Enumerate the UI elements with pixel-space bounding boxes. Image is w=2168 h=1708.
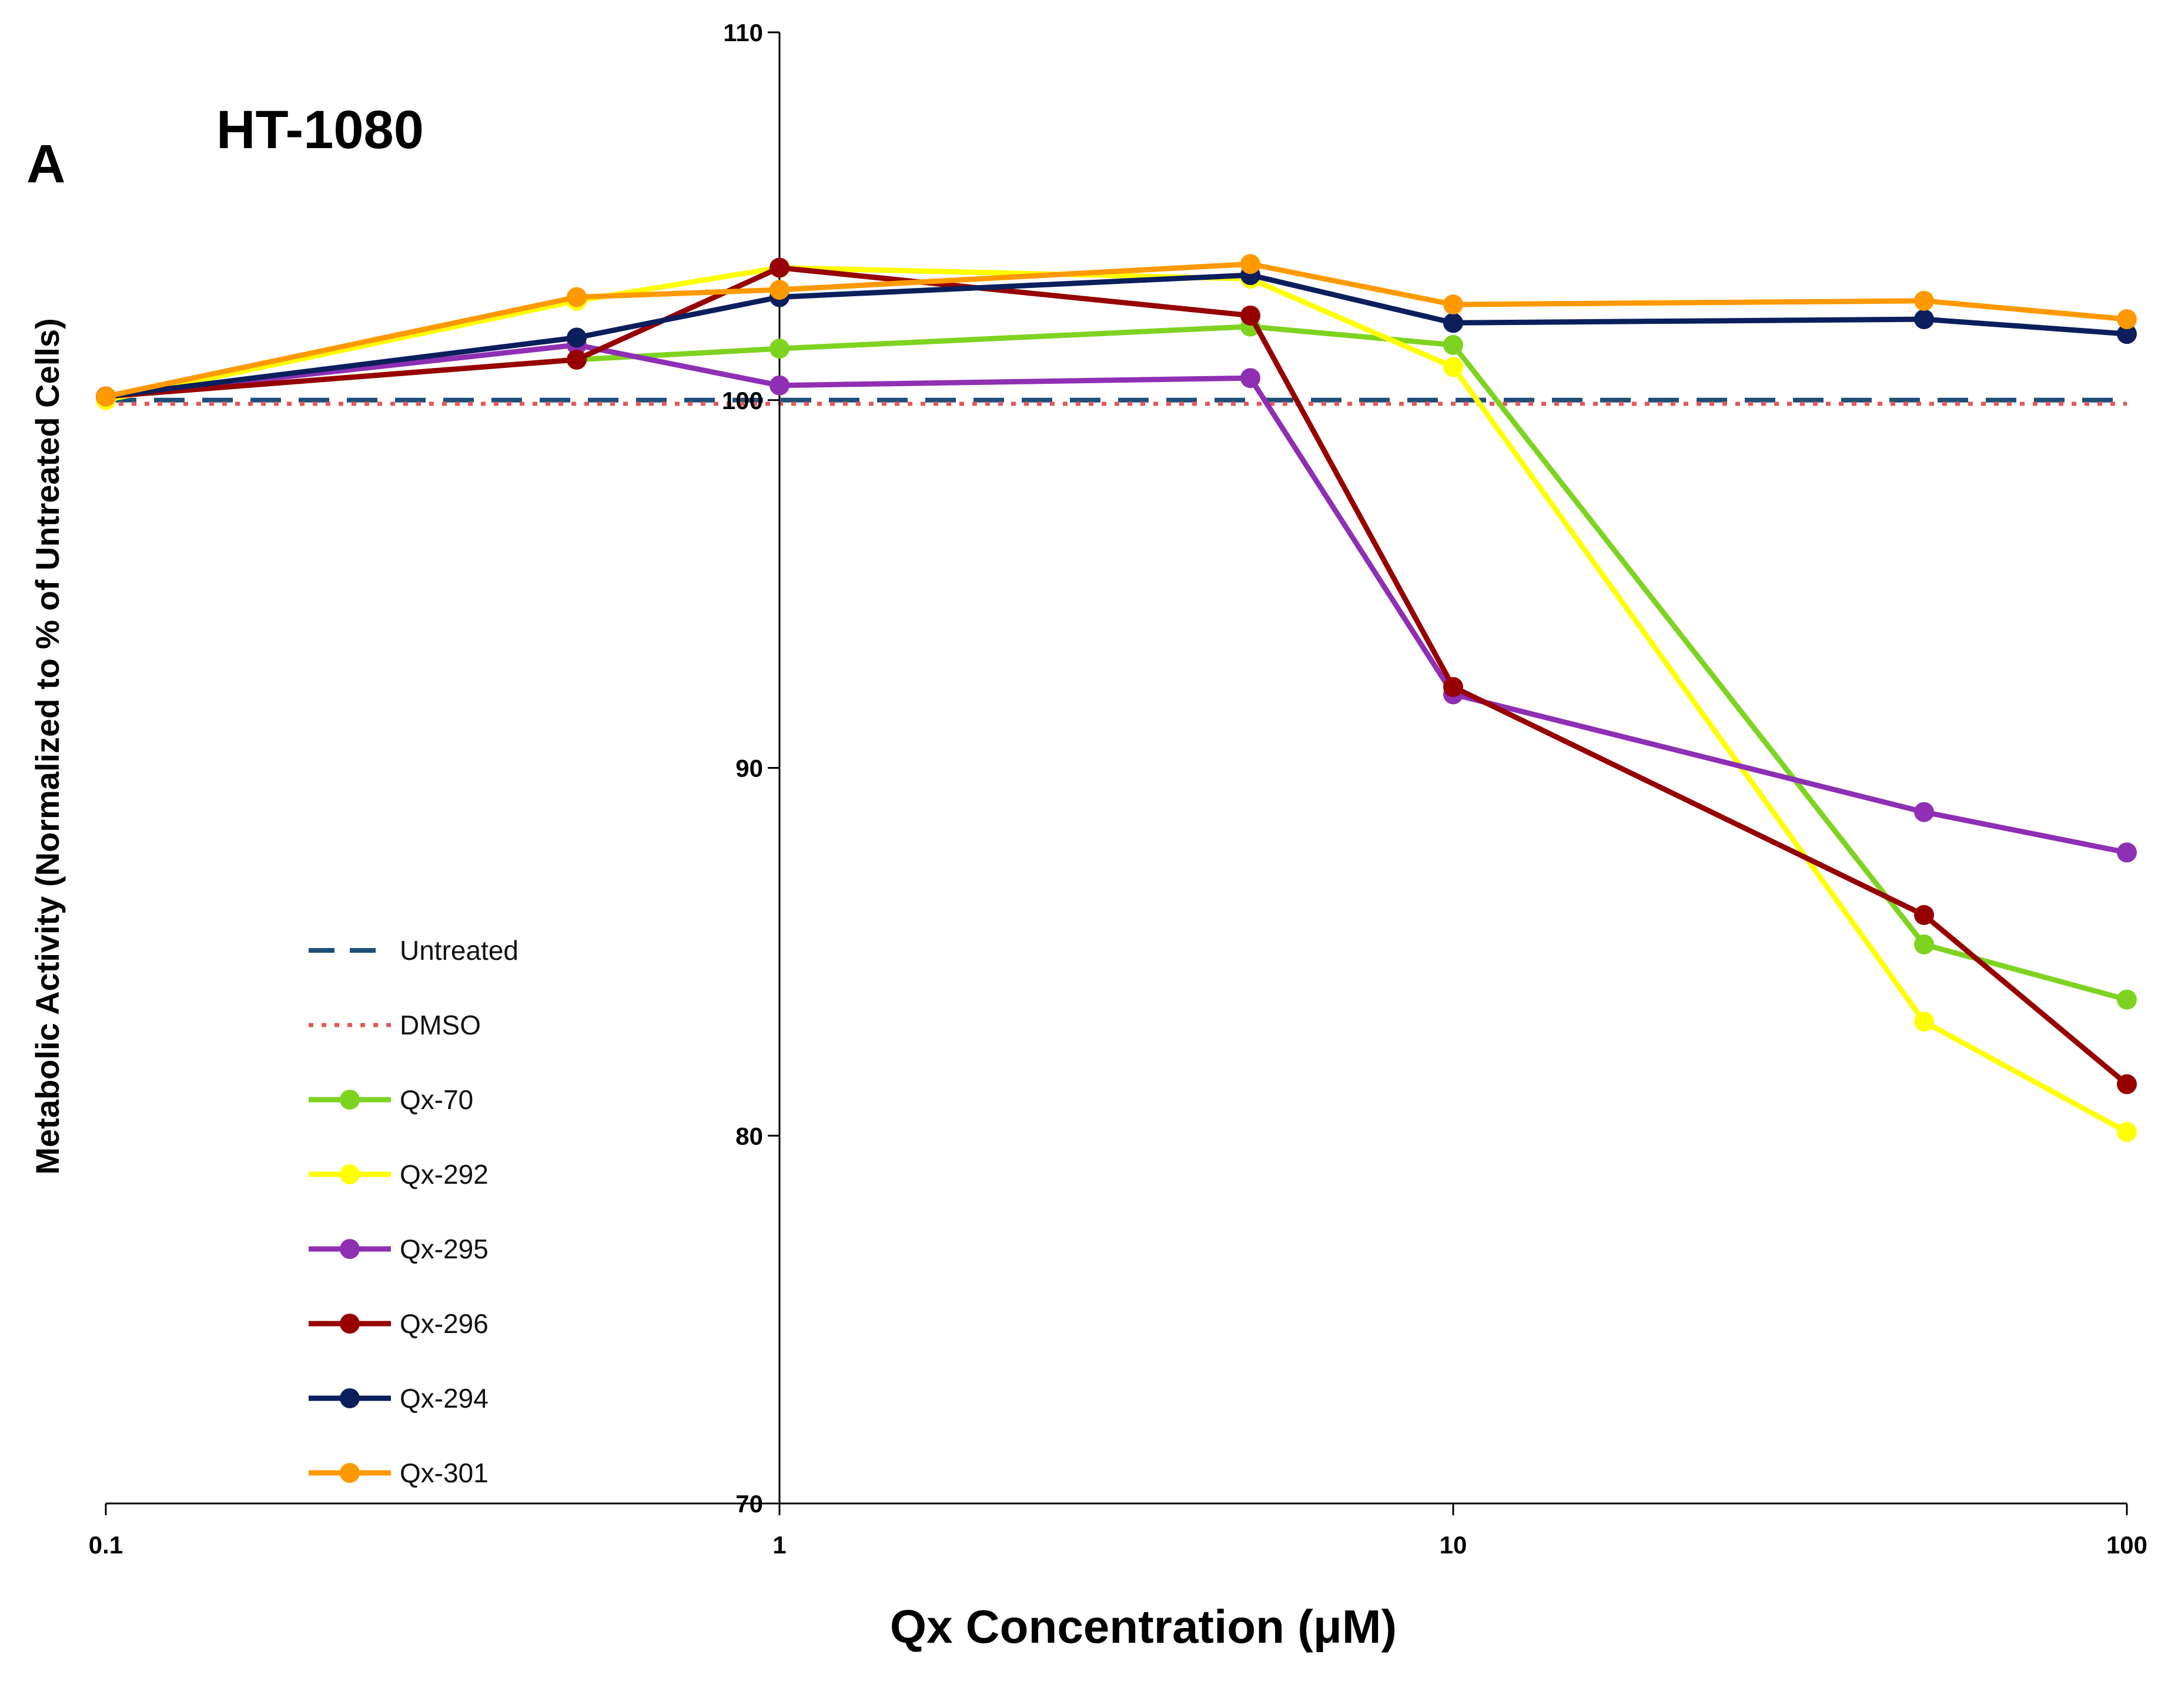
series-layer bbox=[96, 254, 2137, 1142]
data-point-qx-296 bbox=[769, 257, 789, 278]
data-point-qx-294 bbox=[2117, 324, 2137, 344]
data-point-qx-294 bbox=[567, 327, 587, 348]
legend-label-qx-70: Qx-70 bbox=[400, 1084, 473, 1115]
data-point-qx-301 bbox=[1914, 290, 1935, 311]
x-tick-label: 1 bbox=[772, 1531, 786, 1559]
y-tick-label: 70 bbox=[735, 1490, 763, 1518]
data-point-qx-296 bbox=[1914, 905, 1935, 925]
data-point-qx-301 bbox=[567, 287, 587, 307]
data-point-qx-295 bbox=[1914, 802, 1935, 822]
y-tick-label: 80 bbox=[735, 1122, 763, 1150]
x-tick-label: 100 bbox=[2106, 1531, 2147, 1559]
legend-marker-qx-294 bbox=[340, 1388, 360, 1408]
legend-label-dmso: DMSO bbox=[400, 1010, 481, 1040]
legend-marker-qx-301 bbox=[340, 1463, 360, 1483]
data-point-qx-296 bbox=[1240, 305, 1261, 326]
data-point-qx-301 bbox=[1240, 254, 1261, 274]
data-point-qx-301 bbox=[769, 280, 789, 300]
legend-label-qx-301: Qx-301 bbox=[400, 1458, 489, 1488]
data-point-qx-296 bbox=[2117, 1074, 2137, 1094]
legend-label-qx-292: Qx-292 bbox=[400, 1159, 489, 1190]
legend-marker-qx-292 bbox=[340, 1164, 360, 1184]
data-point-qx-295 bbox=[2117, 842, 2137, 863]
legend-label-untreated: Untreated bbox=[400, 935, 518, 966]
legend-label-qx-295: Qx-295 bbox=[400, 1234, 489, 1264]
data-point-qx-292 bbox=[1914, 1012, 1935, 1032]
data-point-qx-70 bbox=[1914, 934, 1935, 955]
data-point-qx-295 bbox=[769, 375, 789, 396]
x-axis-label: Qx Concentration (μM) bbox=[890, 1600, 1397, 1653]
x-tick-label: 10 bbox=[1440, 1531, 1467, 1559]
legend-marker-qx-296 bbox=[340, 1314, 360, 1334]
data-point-qx-70 bbox=[769, 339, 789, 359]
data-point-qx-294 bbox=[1443, 313, 1463, 333]
data-point-qx-301 bbox=[1443, 294, 1463, 315]
panel-label: A bbox=[26, 134, 65, 194]
y-tick-label: 110 bbox=[723, 19, 763, 46]
y-tick-label: 100 bbox=[722, 387, 763, 414]
x-tick-label: 0.1 bbox=[89, 1531, 123, 1559]
legend: Untreated DMSO Qx-70 Qx-292 Qx-295 Qx-296 Qx-2… bbox=[309, 935, 518, 1488]
data-point-qx-292 bbox=[2117, 1121, 2137, 1142]
y-axis-label: Metabolic Activity (Normalized to % of U… bbox=[29, 318, 66, 1174]
data-point-qx-70 bbox=[2117, 989, 2137, 1010]
data-point-qx-295 bbox=[1240, 368, 1261, 389]
data-point-qx-296 bbox=[567, 349, 587, 370]
chart-title: HT-1080 bbox=[216, 100, 424, 160]
legend-label-qx-296: Qx-296 bbox=[400, 1308, 489, 1339]
legend-label-qx-294: Qx-294 bbox=[400, 1383, 489, 1414]
data-point-qx-296 bbox=[1443, 676, 1463, 697]
legend-marker-qx-70 bbox=[340, 1090, 360, 1110]
y-tick-label: 90 bbox=[735, 755, 763, 782]
legend-marker-qx-295 bbox=[340, 1239, 360, 1259]
data-point-qx-301 bbox=[2117, 309, 2137, 330]
data-point-qx-292 bbox=[1443, 357, 1463, 377]
reference-lines bbox=[106, 397, 2127, 406]
data-point-qx-70 bbox=[1443, 334, 1463, 355]
data-point-qx-294 bbox=[1914, 309, 1935, 330]
data-point-qx-301 bbox=[96, 386, 116, 407]
